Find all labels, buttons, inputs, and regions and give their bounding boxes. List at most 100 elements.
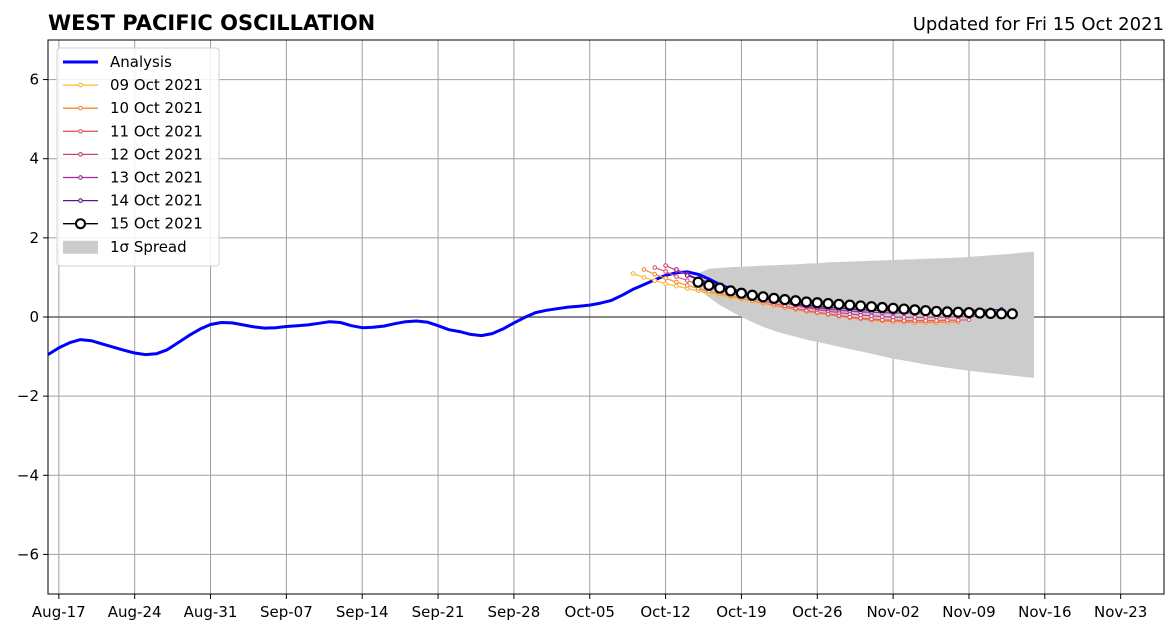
legend-marker <box>78 82 83 88</box>
legend-entry: 13 Oct 2021 <box>63 169 203 187</box>
legend-marker <box>75 218 86 230</box>
legend-marker <box>78 105 83 111</box>
forecast-point <box>703 279 715 291</box>
forecast-point <box>652 278 658 283</box>
forecast-point <box>714 282 726 294</box>
forecast-point <box>663 263 668 268</box>
forecast-point <box>641 267 647 272</box>
x-tick-label: Oct-26 <box>792 603 842 621</box>
x-tick-label: Sep-28 <box>488 603 541 621</box>
forecast-series <box>692 276 1018 320</box>
y-tick-label: 4 <box>29 150 39 168</box>
forecast-point <box>844 299 856 311</box>
legend-marker <box>78 175 83 180</box>
legend-label: Analysis <box>110 53 172 71</box>
forecast-point <box>890 314 896 320</box>
legend-label: 13 Oct 2021 <box>110 169 203 187</box>
legend-entry: 12 Oct 2021 <box>63 145 203 163</box>
legend-label: 1σ Spread <box>110 238 187 256</box>
x-tick-label: Nov-16 <box>1018 603 1071 621</box>
forecast-point <box>663 269 668 274</box>
legend-marker <box>78 128 83 134</box>
forecast-point <box>684 282 690 288</box>
x-tick-label: Nov-23 <box>1094 603 1147 621</box>
forecast-point <box>735 287 748 299</box>
legend-entry: 10 Oct 2021 <box>63 99 203 117</box>
forecast-point <box>822 297 834 310</box>
legend-entry: 1σ Spread <box>63 238 187 256</box>
series-layer <box>47 263 1018 357</box>
forecast-point <box>630 271 636 276</box>
chart-title: WEST PACIFIC OSCILLATION <box>48 11 375 35</box>
forecast-point <box>920 305 932 317</box>
x-tick-label: Aug-31 <box>184 603 238 621</box>
forecast-point <box>674 274 679 279</box>
forecast-point <box>879 314 885 319</box>
forecast-point <box>663 281 668 287</box>
plot-frame <box>47 39 1165 595</box>
forecast-point <box>674 283 679 289</box>
legend-swatch <box>63 240 98 254</box>
x-tick-label: Nov-02 <box>866 603 919 621</box>
x-tick-label: Sep-14 <box>336 603 389 621</box>
y-tick-label: −6 <box>17 545 39 563</box>
x-tick-label: Nov-09 <box>942 603 995 621</box>
legend-entry: 14 Oct 2021 <box>63 192 203 210</box>
forecast-point <box>865 301 878 313</box>
forecast-point <box>898 303 910 315</box>
forecast-point <box>652 265 658 270</box>
y-tick-label: 0 <box>29 308 39 326</box>
forecast-point <box>684 273 690 278</box>
forecast-point <box>757 291 769 303</box>
y-tick-label: 6 <box>29 71 39 89</box>
x-tick-label: Oct-19 <box>716 603 766 621</box>
legend-entry: 09 Oct 2021 <box>63 76 203 94</box>
forecast-point <box>725 285 737 297</box>
forecast-point <box>652 271 658 277</box>
forecast-point <box>876 301 888 314</box>
x-tick-label: Oct-05 <box>565 603 615 621</box>
forecast-point <box>912 315 918 320</box>
forecast-point <box>855 300 867 312</box>
forecast-point <box>963 307 975 319</box>
forecast-point <box>941 306 953 318</box>
legend-label: 10 Oct 2021 <box>110 99 203 117</box>
forecast-point <box>974 307 986 319</box>
updated-date: Updated for Fri 15 Oct 2021 <box>913 14 1164 35</box>
y-tick-label: −4 <box>17 466 39 484</box>
forecast-point <box>985 307 997 320</box>
forecast-point <box>684 278 690 283</box>
forecast-point <box>930 305 943 318</box>
x-tick-label: Oct-12 <box>640 603 690 621</box>
forecast-point <box>800 296 813 308</box>
legend-entry: 15 Oct 2021 <box>63 215 203 233</box>
x-tick-label: Aug-24 <box>108 603 162 621</box>
legend-label: 14 Oct 2021 <box>110 192 203 210</box>
forecast-point <box>833 298 845 310</box>
legend-box <box>56 47 220 267</box>
legend-label: 12 Oct 2021 <box>110 145 203 163</box>
legend-label: 09 Oct 2021 <box>110 76 203 94</box>
forecast-point <box>887 302 899 314</box>
forecast-point <box>1006 308 1018 320</box>
analysis-line <box>47 270 742 357</box>
x-tick-label: Aug-17 <box>32 603 86 621</box>
forecast-point <box>641 275 647 280</box>
forecast-point <box>674 279 679 285</box>
axes: Aug-17 Aug-24 Aug-31 Sep-07 Sep-14 Sep-21 Sep-… <box>17 39 1165 621</box>
forecast-point <box>811 297 823 309</box>
forecast-point <box>952 306 964 318</box>
y-tick-label: −2 <box>17 387 39 405</box>
legend-marker <box>78 152 83 157</box>
x-tick-label: Sep-21 <box>412 603 465 621</box>
legend-entry: 11 Oct 2021 <box>63 122 203 140</box>
legend-entry: Analysis <box>63 53 172 71</box>
forecast-point <box>901 315 907 320</box>
forecast-point <box>692 276 704 288</box>
legend-label: 11 Oct 2021 <box>110 122 203 140</box>
forecast-point <box>995 308 1008 320</box>
forecast-point <box>674 267 679 272</box>
forecast-point <box>746 289 758 301</box>
forecast-point <box>768 292 780 305</box>
